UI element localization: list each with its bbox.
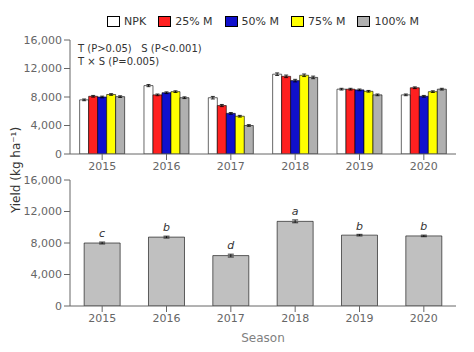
svg-text:2020: 2020 — [410, 160, 438, 173]
svg-text:2017: 2017 — [217, 160, 245, 173]
html-text:Yield (kg ha⁻¹): Yield (kg ha⁻¹) — [9, 126, 23, 214]
svg-text:8,000: 8,000 — [31, 237, 63, 250]
html-text:75% M: 75% M — [308, 14, 346, 28]
svg-text:2016: 2016 — [153, 312, 181, 325]
svg-text:2015: 2015 — [88, 160, 116, 173]
svg-text:4,000: 4,000 — [31, 119, 63, 132]
svg-text:2020: 2020 — [410, 312, 438, 325]
svg-text:2016: 2016 — [153, 160, 181, 173]
svg-text:8,000: 8,000 — [31, 91, 63, 104]
html-text:50% M: 50% M — [241, 14, 279, 28]
svg-text:16,000: 16,000 — [24, 34, 62, 47]
svg-text:4,000: 4,000 — [31, 268, 63, 281]
svg-text:2018: 2018 — [281, 160, 309, 173]
html-text:NPK: NPK — [124, 14, 147, 28]
svg-text:2015: 2015 — [88, 312, 116, 325]
svg-text:2018: 2018 — [281, 312, 309, 325]
svg-text:16,000: 16,000 — [24, 174, 62, 187]
svg-text:b: b — [163, 221, 170, 234]
svg-text:b: b — [420, 220, 427, 233]
svg-text:d: d — [227, 239, 235, 252]
svg-text:c: c — [99, 227, 105, 240]
svg-text:12,000: 12,000 — [24, 205, 62, 218]
svg-text:b: b — [356, 220, 363, 233]
svg-text:0: 0 — [55, 148, 62, 161]
svg-text:Season: Season — [241, 331, 285, 344]
html-text:100% M: 100% M — [374, 14, 419, 28]
html-text:25% M: 25% M — [175, 14, 213, 28]
html-text:T (P>0.05) S (P<0.001): T (P>0.05) S (P<0.001) — [78, 43, 202, 54]
svg-text:0: 0 — [55, 300, 62, 313]
svg-text:12,000: 12,000 — [24, 62, 62, 75]
svg-text:2019: 2019 — [346, 160, 374, 173]
svg-text:a: a — [292, 205, 299, 218]
svg-text:2017: 2017 — [217, 312, 245, 325]
svg-text:2019: 2019 — [346, 312, 374, 325]
html-text:T × S (P=0.005): T × S (P=0.005) — [78, 56, 160, 67]
